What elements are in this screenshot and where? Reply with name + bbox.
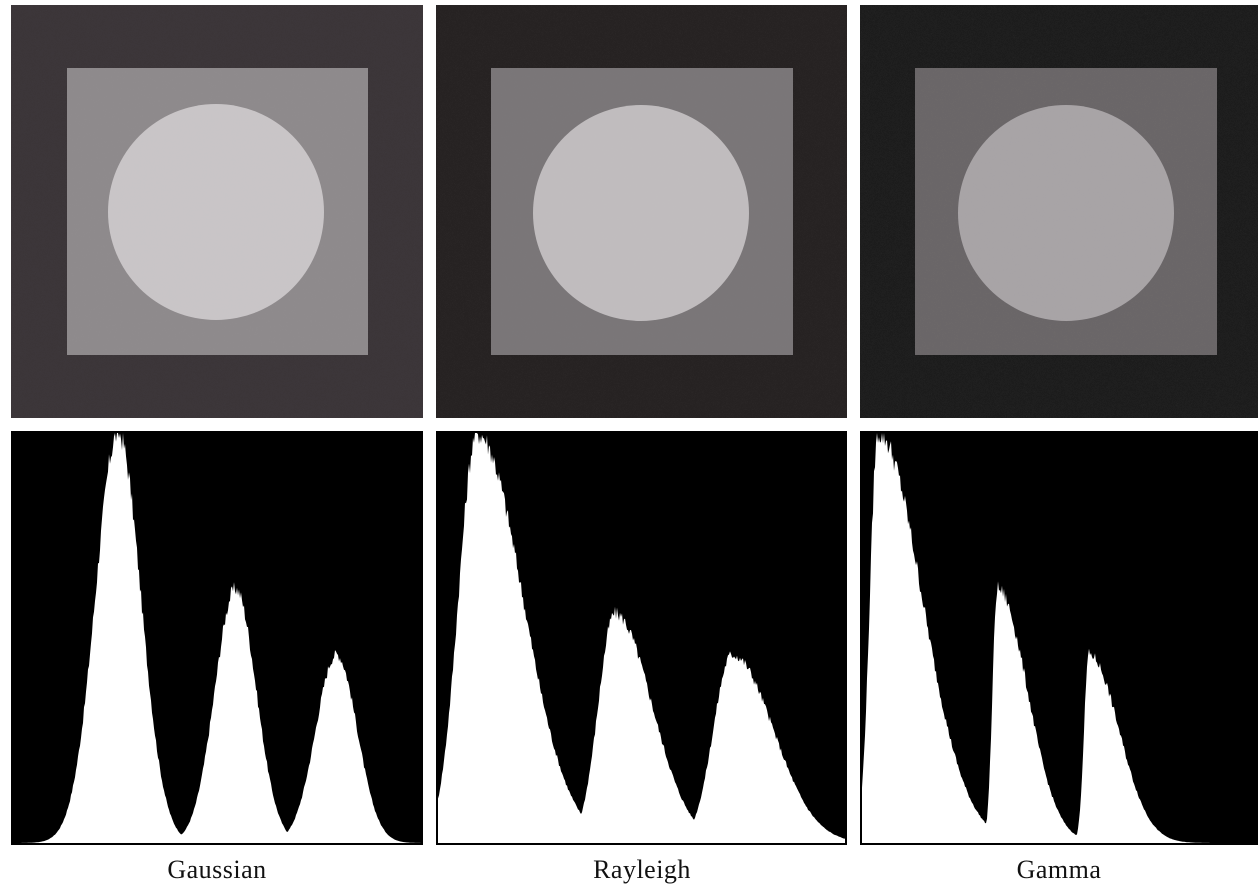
histogram-frame	[860, 431, 1258, 845]
image-circle	[108, 104, 324, 320]
image-gaussian	[11, 5, 423, 418]
image-rayleigh-svg	[436, 5, 847, 418]
histogram-rayleigh-svg	[436, 431, 847, 845]
histogram-gaussian	[11, 431, 423, 845]
histogram-curve	[436, 433, 847, 843]
histogram-gaussian-svg	[11, 431, 423, 845]
histogram-curve	[860, 433, 1258, 843]
image-rayleigh	[436, 5, 847, 418]
image-circle	[533, 105, 749, 321]
histogram-frame	[11, 431, 423, 845]
histogram-rayleigh	[436, 431, 847, 845]
caption-gaussian: Gaussian	[167, 855, 267, 884]
histogram-curve	[11, 433, 423, 843]
image-gamma	[860, 5, 1258, 418]
image-circle	[958, 105, 1174, 321]
image-gaussian-svg	[11, 5, 423, 418]
image-gamma-svg	[860, 5, 1258, 418]
histogram-gamma-svg	[860, 431, 1258, 845]
histogram-gamma	[860, 431, 1258, 845]
caption-gamma: Gamma	[1016, 855, 1102, 884]
caption-rayleigh: Rayleigh	[593, 855, 691, 884]
histogram-frame	[436, 431, 847, 845]
